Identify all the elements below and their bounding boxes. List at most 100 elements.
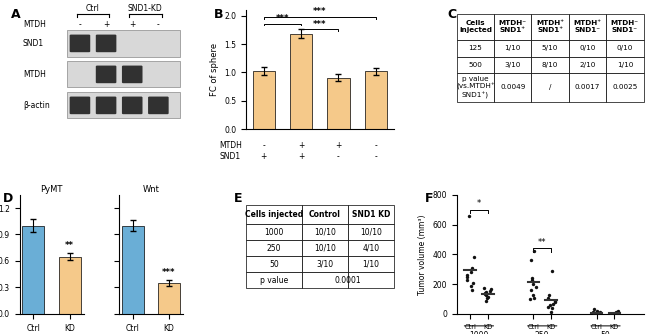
Text: 2/10: 2/10 [579,62,595,68]
Bar [606,40,644,56]
Text: 0.0049: 0.0049 [500,85,525,91]
Text: 1/10: 1/10 [504,45,521,51]
Point [465,283,476,288]
Text: ***: *** [162,268,176,277]
Point [543,292,554,297]
Y-axis label: Tumor volume (mm³): Tumor volume (mm³) [418,214,427,295]
Bar [532,14,569,40]
Text: +: + [261,152,267,161]
Bar [532,40,569,56]
Bar [348,240,394,256]
FancyBboxPatch shape [70,97,90,114]
Bar [122,226,144,314]
Text: MTDH⁻
SND1⁺: MTDH⁻ SND1⁺ [499,20,527,33]
Bar [365,71,387,129]
Point [467,280,478,285]
Point [549,299,560,305]
Y-axis label: FC of sphere: FC of sphere [209,43,218,96]
Text: 10/10: 10/10 [314,227,336,236]
Point [548,301,558,306]
Text: **: ** [65,240,74,249]
Text: ***: *** [276,14,289,23]
Point [545,302,555,308]
Text: +: + [129,20,135,29]
Point [483,294,493,300]
Point [547,268,557,274]
Point [543,295,553,300]
Point [530,285,541,290]
Bar [494,73,532,102]
Bar [569,56,606,73]
Point [485,288,495,294]
Bar [348,205,394,224]
Point [481,293,491,298]
Text: Cells injected: Cells injected [245,210,303,219]
Text: 125: 125 [469,45,482,51]
Point [462,273,473,278]
Text: 250: 250 [535,331,549,334]
Bar [67,92,179,119]
Bar [328,77,350,129]
Point [480,291,491,297]
Bar [569,40,606,56]
Bar [606,73,644,102]
Bar [532,73,569,102]
Bar [302,272,348,288]
FancyBboxPatch shape [122,65,142,83]
Text: 50: 50 [601,331,610,334]
Text: MTDH: MTDH [219,141,242,150]
Bar [302,205,348,224]
Point [607,311,618,317]
Point [592,311,602,316]
Bar [494,40,532,56]
Text: 0/10: 0/10 [579,45,595,51]
Point [612,311,623,316]
Bar [302,240,348,256]
Point [528,292,539,297]
Point [610,311,620,316]
Point [543,304,553,309]
Text: Control: Control [309,210,341,219]
Point [464,213,474,218]
Text: 8/10: 8/10 [542,62,558,68]
Text: 3/10: 3/10 [317,260,333,269]
Point [545,310,556,315]
Text: MTDH: MTDH [23,20,46,29]
Text: C: C [447,8,456,21]
Text: MTDH⁺
SND1⁺: MTDH⁺ SND1⁺ [536,20,564,33]
Point [592,311,602,317]
FancyBboxPatch shape [96,65,116,83]
Text: 500: 500 [469,62,482,68]
Point [481,298,491,303]
Text: -: - [337,152,340,161]
Text: +: + [298,141,304,150]
Point [547,305,558,311]
FancyBboxPatch shape [96,97,116,114]
FancyBboxPatch shape [148,97,168,114]
Bar [58,257,81,314]
Text: 10/10: 10/10 [360,227,382,236]
Bar [158,283,180,314]
Bar [290,34,313,129]
Text: 5/10: 5/10 [542,45,558,51]
Text: 0.0001: 0.0001 [335,276,361,285]
Point [468,255,478,260]
Text: **: ** [538,238,547,247]
Text: β-actin: β-actin [23,101,49,110]
Point [611,310,621,315]
Text: -: - [157,20,160,29]
Bar [457,56,494,73]
Title: Wnt: Wnt [142,185,159,194]
Point [592,308,602,314]
Bar [569,73,606,102]
Bar [246,272,302,288]
Point [608,311,618,317]
Point [612,311,623,316]
Point [590,311,601,316]
Text: 1/10: 1/10 [362,260,380,269]
Point [480,289,491,294]
Point [528,282,538,287]
Point [526,288,536,293]
Point [525,258,536,263]
Text: ***: *** [313,20,326,29]
